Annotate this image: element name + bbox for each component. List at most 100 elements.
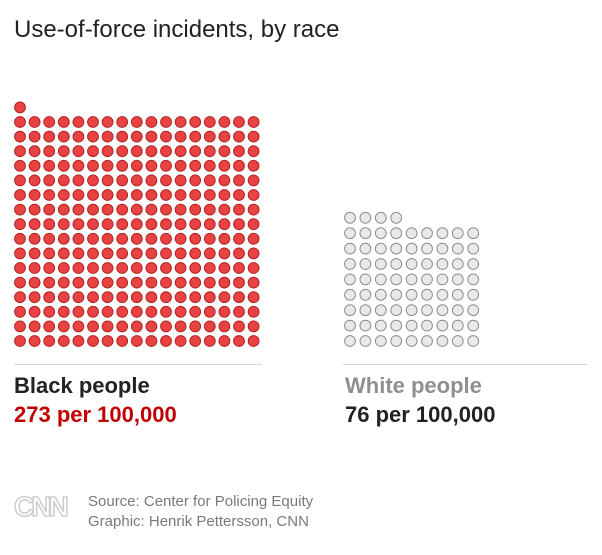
dot [218, 174, 231, 187]
dot [189, 305, 202, 318]
dot [174, 247, 187, 260]
dot [247, 174, 260, 187]
dot [160, 145, 172, 158]
dot [218, 145, 231, 158]
dot [174, 130, 187, 143]
dot [145, 232, 158, 245]
dot [43, 305, 56, 318]
dot [145, 218, 158, 231]
dot [116, 203, 129, 216]
dot [145, 189, 158, 201]
dot [203, 218, 216, 231]
black-dots [14, 101, 260, 347]
dot [344, 319, 356, 332]
dot [116, 130, 129, 143]
dot [189, 291, 202, 304]
dot [160, 116, 172, 128]
dot [116, 247, 129, 260]
dot [421, 319, 433, 332]
dot [116, 145, 129, 158]
dot [344, 288, 356, 301]
dot [28, 159, 41, 172]
dot [203, 189, 216, 201]
dot [359, 227, 372, 240]
dot [43, 320, 56, 333]
dot [451, 335, 464, 347]
dot [174, 174, 187, 187]
dot [203, 145, 216, 158]
dot [218, 262, 231, 274]
dot [145, 291, 158, 304]
dot [203, 232, 216, 245]
dot [43, 203, 56, 216]
dot [247, 291, 260, 304]
dot [14, 305, 26, 318]
dot [14, 116, 26, 128]
dot [160, 159, 172, 172]
dot [203, 159, 216, 172]
dot [160, 130, 172, 143]
dot [421, 242, 433, 255]
dot [57, 335, 70, 347]
dot [174, 218, 187, 231]
dot [145, 305, 158, 318]
dot [405, 319, 418, 332]
dot [28, 232, 41, 245]
dot [72, 320, 85, 333]
dot [344, 304, 356, 317]
dot [390, 227, 403, 240]
dot [43, 116, 56, 128]
dot [14, 159, 26, 172]
dot [145, 262, 158, 274]
dot [344, 273, 356, 286]
dot [218, 276, 231, 289]
dot [467, 288, 480, 301]
dot [130, 189, 143, 201]
dot [160, 335, 172, 347]
dot [72, 262, 85, 274]
dot [451, 304, 464, 317]
dot [28, 145, 41, 158]
dot [145, 335, 158, 347]
dot [130, 174, 143, 187]
dot [247, 189, 260, 201]
dot [218, 116, 231, 128]
dot [174, 116, 187, 128]
dot [130, 159, 143, 172]
dot [14, 276, 26, 289]
dot [405, 242, 418, 255]
dot [101, 130, 114, 143]
dot [116, 218, 129, 231]
dot [233, 276, 245, 289]
dot [359, 242, 372, 255]
dot [374, 258, 387, 270]
dot [14, 320, 26, 333]
dot [116, 159, 129, 172]
dot [101, 305, 114, 318]
dot [28, 320, 41, 333]
dot [43, 291, 56, 304]
dot [436, 227, 449, 240]
dot [116, 305, 129, 318]
dot [72, 130, 85, 143]
dot [247, 116, 260, 128]
dot [57, 247, 70, 260]
dot [14, 218, 26, 231]
dot [344, 335, 356, 347]
dot [359, 304, 372, 317]
dot [359, 211, 372, 224]
dot [101, 262, 114, 274]
dot [130, 247, 143, 260]
dot [160, 189, 172, 201]
dot [57, 218, 70, 231]
dot [405, 227, 418, 240]
white-group-value: 76 per 100,000 [345, 402, 496, 427]
dot [467, 335, 480, 347]
dot [72, 232, 85, 245]
dot [72, 305, 85, 318]
dot [203, 116, 216, 128]
dot [28, 247, 41, 260]
dot [28, 305, 41, 318]
white-divider [343, 364, 587, 365]
dot [436, 288, 449, 301]
